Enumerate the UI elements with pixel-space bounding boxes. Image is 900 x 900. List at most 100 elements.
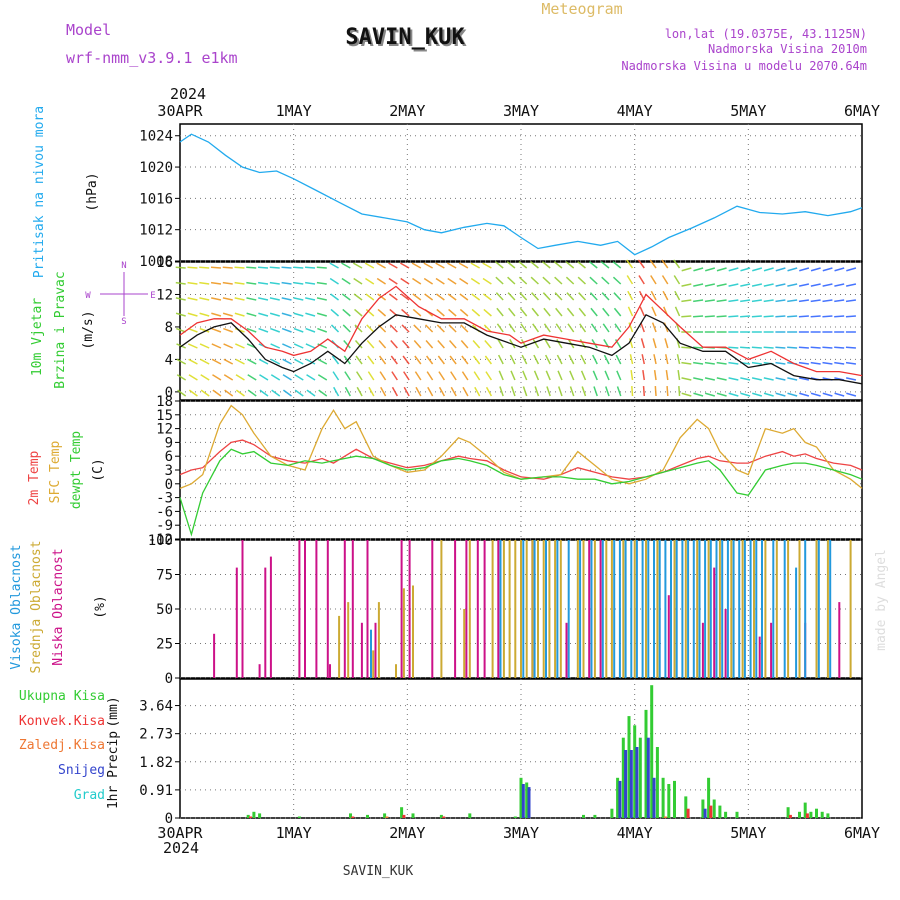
wind-arrow bbox=[693, 392, 704, 397]
wind-arrow bbox=[400, 293, 410, 301]
precip-bar-ukupna-kisa bbox=[525, 782, 529, 818]
clouds-bar-visoka-oblacnost bbox=[715, 540, 718, 678]
wind-arrow bbox=[448, 324, 457, 333]
wind-arrow bbox=[305, 343, 316, 349]
wind-arrow bbox=[461, 355, 469, 365]
wind-arrow bbox=[425, 355, 434, 365]
clouds-bar-niska-oblacnost bbox=[315, 540, 318, 678]
clouds-bar-visoka-oblacnost bbox=[755, 540, 758, 678]
wind-arrow bbox=[316, 297, 327, 301]
wind-arrow bbox=[798, 299, 809, 303]
clouds-bar-srednja-oblacnost bbox=[684, 540, 687, 678]
cloud-ylabel-3: Niska Oblacnost bbox=[51, 548, 66, 665]
wind-arrow bbox=[482, 293, 492, 301]
clouds-bar-niska-oblacnost bbox=[241, 540, 244, 678]
precip-bar-konvek-kisa bbox=[402, 814, 406, 818]
wind-arrow bbox=[557, 386, 563, 397]
wind-arrow bbox=[775, 283, 786, 287]
precip-bar-snijeg bbox=[521, 784, 525, 818]
wind-arrow bbox=[577, 261, 586, 269]
clouds-bar-visoka-oblacnost bbox=[533, 540, 536, 678]
wind-arrow bbox=[556, 339, 563, 349]
wind-arrow bbox=[531, 292, 539, 301]
precip-legend-snow: Snijeg bbox=[58, 763, 105, 778]
clouds-bar-srednja-oblacnost bbox=[753, 540, 755, 678]
wind-arrow bbox=[391, 371, 398, 381]
clouds-bar-niska-oblacnost bbox=[326, 540, 329, 678]
wind-arrow bbox=[508, 307, 516, 317]
clouds-bar-srednja-oblacnost bbox=[372, 650, 375, 678]
clouds-bar-niska-oblacnost bbox=[770, 622, 773, 678]
precip-bar-ukupna-kisa bbox=[349, 813, 352, 818]
clouds-bar-niska-oblacnost bbox=[497, 540, 500, 678]
clouds-bar-niska-oblacnost bbox=[408, 540, 411, 678]
wind-arrow bbox=[211, 312, 222, 317]
wind-arrow bbox=[342, 324, 351, 333]
wind-arrow bbox=[352, 262, 363, 269]
wind-arrow bbox=[376, 262, 386, 269]
wind-series-udari bbox=[179, 285, 863, 377]
wind-arrow bbox=[590, 307, 598, 317]
clouds-bar-srednja-oblacnost bbox=[468, 540, 471, 678]
clouds-bar-niska-oblacnost bbox=[476, 540, 479, 678]
wind-arrow bbox=[521, 354, 528, 365]
wind-arrow bbox=[798, 377, 810, 381]
wind-arrow bbox=[798, 361, 809, 365]
wind-arrow bbox=[498, 370, 504, 381]
wind-arrow bbox=[605, 386, 610, 397]
wind-arrow bbox=[459, 308, 469, 317]
clouds-bar-visoka-oblacnost bbox=[795, 567, 798, 678]
clouds-bar-srednja-oblacnost bbox=[718, 540, 721, 678]
wind-arrow bbox=[554, 276, 563, 285]
clouds-bar-niska-oblacnost bbox=[758, 636, 761, 678]
precip-bar-ukupna-kisa bbox=[820, 811, 824, 818]
wind-arrow bbox=[728, 377, 739, 381]
wind-arrow bbox=[187, 312, 198, 317]
wind-arrow bbox=[798, 315, 809, 318]
wind-arrow bbox=[716, 315, 727, 318]
clouds-bar-srednja-oblacnost bbox=[582, 540, 585, 678]
clouds-bar-srednja-oblacnost bbox=[593, 540, 596, 678]
wind-arrow bbox=[674, 290, 681, 301]
wind-arrow bbox=[651, 322, 657, 333]
wind-arrow bbox=[485, 371, 493, 381]
clouds-bar-srednja-oblacnost bbox=[610, 540, 613, 678]
wind-arrow bbox=[530, 276, 539, 285]
clouds-bar-niska-oblacnost bbox=[343, 540, 346, 678]
wind-arrow bbox=[425, 324, 434, 333]
wind-arrow bbox=[224, 389, 234, 397]
precip-bar-ukupna-kisa bbox=[644, 709, 648, 818]
precip-bar-ukupna-kisa bbox=[616, 777, 620, 818]
wind-arrow bbox=[763, 267, 774, 272]
wind-arrow bbox=[282, 358, 292, 365]
wind-arrow bbox=[810, 267, 821, 272]
wind-arrow bbox=[331, 355, 340, 365]
wind-arrow bbox=[483, 324, 492, 333]
clouds-bar-niska-oblacnost bbox=[258, 664, 261, 678]
wind-arrow bbox=[787, 392, 798, 397]
wind-arrow bbox=[810, 392, 821, 397]
wind-arrow bbox=[752, 392, 763, 397]
wind-arrow bbox=[569, 386, 575, 397]
wind-arrow bbox=[199, 312, 210, 317]
clouds-bar-visoka-oblacnost bbox=[687, 540, 690, 678]
wind-arrow bbox=[519, 307, 528, 317]
bottom-date-tick-3may: 3MAY bbox=[503, 824, 539, 842]
clouds-bar-niska-oblacnost bbox=[454, 540, 457, 678]
clouds-bar-visoka-oblacnost bbox=[370, 629, 372, 678]
precip-bar-snijeg bbox=[646, 737, 650, 818]
wind-arrow bbox=[637, 259, 645, 269]
year-top: 2024 bbox=[170, 85, 206, 103]
wind-arrow bbox=[366, 324, 375, 333]
wind-arrow bbox=[247, 374, 257, 381]
wind-unit: (m/s) bbox=[81, 310, 96, 349]
wind-arrow bbox=[834, 299, 845, 303]
wind-arrow bbox=[590, 323, 598, 333]
precip-legend-total: Ukupna Kisa bbox=[19, 689, 105, 704]
wind-arrow bbox=[413, 324, 422, 333]
wind-arrow bbox=[234, 266, 245, 269]
clouds-bar-srednja-oblacnost bbox=[645, 540, 647, 678]
wind-arrow bbox=[845, 377, 857, 381]
wind-arrow bbox=[775, 267, 786, 272]
wind-arrow bbox=[306, 374, 316, 381]
